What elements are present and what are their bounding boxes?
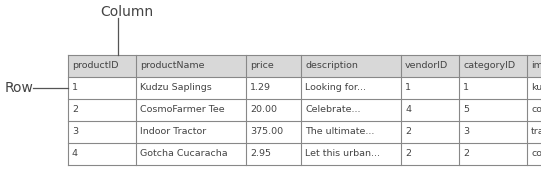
Bar	[68, 99, 541, 121]
Text: 5: 5	[463, 105, 469, 115]
Text: 1: 1	[72, 83, 78, 92]
Text: Let this urban...: Let this urban...	[305, 150, 380, 159]
Text: productID: productID	[72, 62, 118, 70]
Text: 2: 2	[463, 150, 469, 159]
Text: description: description	[305, 62, 358, 70]
Text: image: image	[531, 62, 541, 70]
Text: 2: 2	[405, 150, 411, 159]
Text: Gotcha Cucaracha: Gotcha Cucaracha	[140, 150, 228, 159]
Text: productName: productName	[140, 62, 204, 70]
Bar	[68, 77, 541, 99]
Text: 1: 1	[405, 83, 411, 92]
Text: Row: Row	[5, 81, 34, 95]
Text: Kudzu Saplings: Kudzu Saplings	[140, 83, 212, 92]
Text: categoryID: categoryID	[463, 62, 515, 70]
Text: 20.00: 20.00	[250, 105, 277, 115]
Text: The ultimate...: The ultimate...	[305, 127, 374, 137]
Text: price: price	[250, 62, 274, 70]
Bar	[68, 55, 541, 77]
Text: 1: 1	[463, 83, 469, 92]
Bar	[68, 121, 541, 143]
Text: Celebrate...: Celebrate...	[305, 105, 360, 115]
Text: vendorID: vendorID	[405, 62, 448, 70]
Text: 4: 4	[72, 150, 78, 159]
Text: cosmo_tee.jpg: cosmo_tee.jpg	[531, 105, 541, 115]
Text: 3: 3	[72, 127, 78, 137]
Text: 4: 4	[405, 105, 411, 115]
Text: 375.00: 375.00	[250, 127, 283, 137]
Text: kudzu.jpg: kudzu.jpg	[531, 83, 541, 92]
Bar	[68, 143, 541, 165]
Text: 1.29: 1.29	[250, 83, 271, 92]
Text: 2: 2	[405, 127, 411, 137]
Text: Indoor Tractor: Indoor Tractor	[140, 127, 206, 137]
Text: tractor.jpg: tractor.jpg	[531, 127, 541, 137]
Text: 2: 2	[72, 105, 78, 115]
Text: CosmoFarmer Tee: CosmoFarmer Tee	[140, 105, 225, 115]
Text: Looking for...: Looking for...	[305, 83, 366, 92]
Text: Column: Column	[100, 5, 153, 19]
Text: 2.95: 2.95	[250, 150, 271, 159]
Text: cockroach.jpg: cockroach.jpg	[531, 150, 541, 159]
Text: 3: 3	[463, 127, 469, 137]
